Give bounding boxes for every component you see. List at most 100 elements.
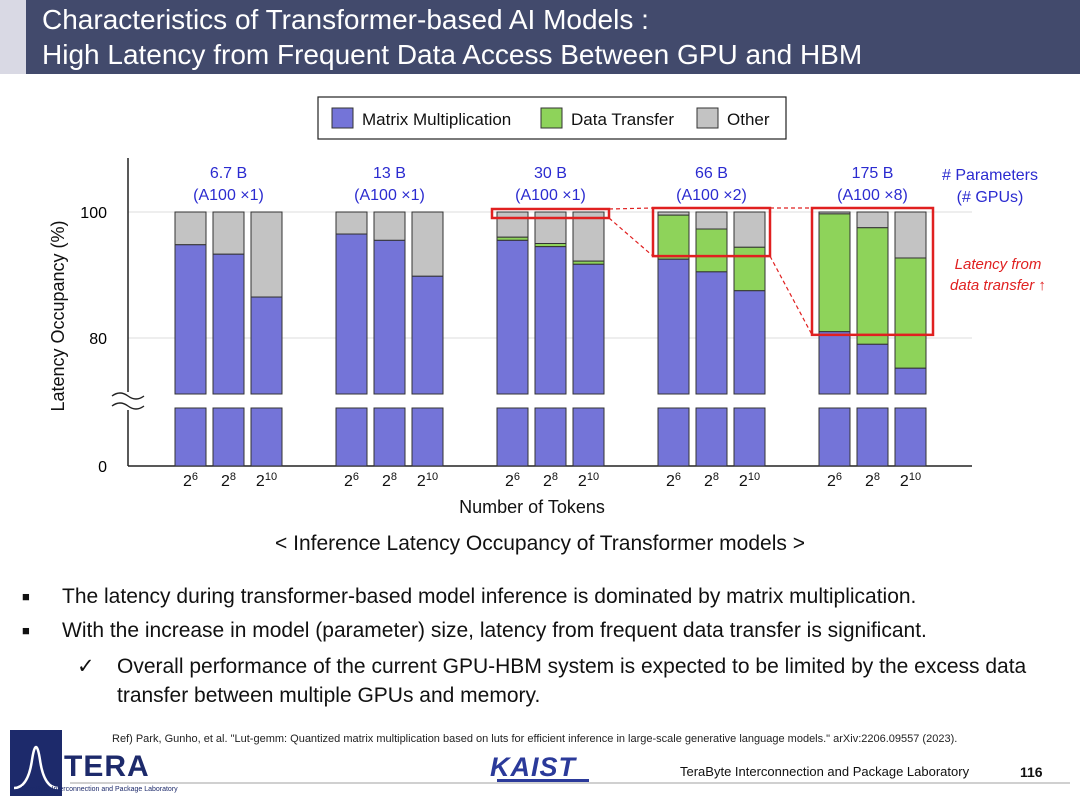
legend-label: Other (727, 110, 770, 129)
bar-data-transfer-segment (894, 257, 927, 369)
highlight-connector (608, 207, 654, 210)
bar-data-transfer-segment (856, 227, 889, 345)
page-number: 116 (1020, 764, 1043, 780)
x-tick-label: 210 (417, 471, 438, 490)
latency-occupancy-chart: Matrix Multiplication Data Transfer Other L… (48, 96, 1046, 517)
bar-other-segment (411, 211, 444, 277)
slide-title-line-2: High Latency from Frequent Data Access B… (42, 39, 863, 70)
bar-matmul-lower-segment (496, 407, 529, 467)
group-header-label: # Parameters (942, 167, 1038, 184)
waveform-icon (13, 745, 59, 790)
bar-other-segment (212, 211, 245, 255)
legend-swatch (540, 107, 563, 129)
bar-matmul-segment (894, 367, 927, 395)
group-parameter-label: 66 B (695, 165, 728, 182)
legend-swatch (696, 107, 719, 129)
x-tick-label: 210 (256, 471, 277, 490)
bar-matmul-lower-segment (856, 407, 889, 467)
x-tick-label: 28 (382, 471, 397, 490)
bar-matmul-segment (174, 244, 207, 395)
tera-logo-mark (10, 730, 62, 796)
bar-matmul-segment (695, 271, 728, 395)
x-tick-label: 26 (505, 471, 520, 490)
highlight-box-175b (810, 206, 935, 337)
group-parameter-label: 175 B (852, 165, 894, 182)
kaist-logo-underline (497, 779, 589, 782)
x-axis-label: Number of Tokens (459, 497, 605, 517)
bullet-item: ■ The latency during transformer-based m… (22, 584, 1072, 618)
bar-matmul-lower-segment (818, 407, 851, 467)
bar-matmul-lower-segment (174, 407, 207, 467)
group-gpu-label: (A100 ×1) (354, 187, 425, 204)
bar-matmul-lower-segment (572, 407, 605, 467)
bar-matmul-lower-segment (894, 407, 927, 467)
x-tick-label: 210 (900, 471, 921, 490)
bar-matmul-segment (818, 331, 851, 395)
axis-break-mark (111, 402, 145, 410)
bar-data-transfer-segment (657, 214, 690, 260)
highlight-box-30b (490, 207, 611, 220)
y-tick-label: 80 (89, 331, 107, 348)
tera-logo-text: TERA (64, 750, 150, 783)
bar-matmul-segment (212, 253, 245, 395)
bar-other-segment (496, 211, 529, 238)
bar-matmul-segment (335, 233, 368, 395)
bar-matmul-segment (496, 239, 529, 395)
highlight-connector (769, 255, 813, 336)
group-header-sublabel: (# GPUs) (957, 189, 1024, 206)
bar-matmul-lower-segment (534, 407, 567, 467)
annotation-text: Latency from (955, 256, 1042, 273)
bar-other-segment (695, 211, 728, 230)
bar-matmul-segment (572, 263, 605, 395)
bar-matmul-segment (856, 343, 889, 395)
sub-bullet-item: ✓ Overall performance of the current GPU… (22, 652, 1072, 710)
bar-matmul-lower-segment (695, 407, 728, 467)
y-tick-label: 100 (80, 205, 107, 222)
bar-matmul-segment (373, 239, 406, 395)
bar-other-segment (335, 211, 368, 235)
checkmark-icon: ✓ (77, 655, 95, 678)
axis-break-mark (111, 392, 145, 400)
bullet-text: With the increase in model (parameter) s… (62, 619, 927, 642)
group-gpu-label: (A100 ×8) (837, 187, 908, 204)
slide-title-line-1: Characteristics of Transformer-based AI … (42, 4, 649, 35)
legend-label: Data Transfer (571, 110, 674, 129)
x-tick-label: 28 (543, 471, 558, 490)
title-banner: Characteristics of Transformer-based AI … (0, 0, 1080, 74)
tera-logo-subtext: TeraByte Interconnection and Package Lab… (22, 786, 178, 793)
legend-label: Matrix Multiplication (362, 110, 511, 129)
bar-other-segment (250, 211, 283, 298)
bar-matmul-lower-segment (733, 407, 766, 467)
bar-data-transfer-segment (733, 246, 766, 292)
x-tick-label: 210 (739, 471, 760, 490)
bar-matmul-segment (250, 296, 283, 395)
bullet-list: ■ The latency during transformer-based m… (22, 584, 1072, 710)
x-tick-label: 210 (578, 471, 599, 490)
kaist-logo: KAIST (490, 752, 576, 782)
bar-matmul-segment (534, 246, 567, 395)
x-tick-label: 26 (827, 471, 842, 490)
bar-matmul-lower-segment (373, 407, 406, 467)
bar-matmul-lower-segment (212, 407, 245, 467)
bar-other-segment (572, 211, 605, 262)
y-tick-label: 0 (98, 459, 107, 476)
bar-matmul-segment (657, 258, 690, 395)
bullet-text: The latency during transformer-based mod… (62, 585, 917, 608)
x-tick-label: 28 (704, 471, 719, 490)
bar-matmul-lower-segment (250, 407, 283, 467)
footer-divider (70, 782, 1070, 784)
x-tick-label: 26 (344, 471, 359, 490)
x-tick-label: 26 (183, 471, 198, 490)
annotation-text: data transfer ↑ (950, 277, 1046, 294)
sub-bullet-text: Overall performance of the current GPU-H… (117, 655, 1027, 707)
highlight-box-66b (651, 206, 772, 258)
group-parameter-label: 13 B (373, 165, 406, 182)
group-parameter-label: 30 B (534, 165, 567, 182)
bar-matmul-segment (411, 275, 444, 395)
square-bullet-icon: ■ (22, 623, 30, 638)
bar-other-segment (373, 211, 406, 241)
chart-caption: < Inference Latency Occupancy of Transfo… (275, 532, 805, 555)
reference-note: Ref) Park, Gunho, et al. "Lut-gemm: Quan… (112, 733, 958, 745)
legend-swatch (331, 107, 354, 129)
square-bullet-icon: ■ (22, 589, 30, 604)
